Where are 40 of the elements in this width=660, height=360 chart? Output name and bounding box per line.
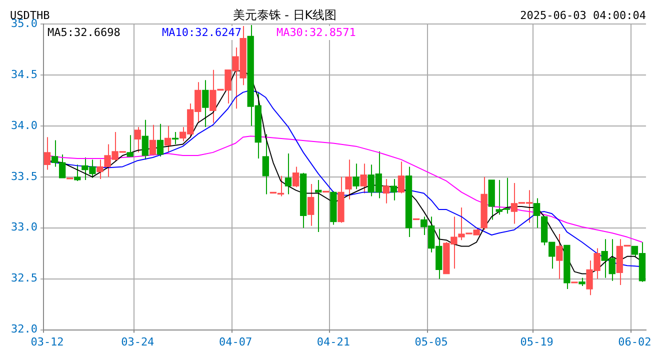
candlestick	[390, 178, 398, 201]
candlestick	[44, 136, 51, 170]
y-tick-label: 32.5	[10, 272, 38, 285]
candlestick	[315, 179, 322, 232]
candlestick	[308, 184, 314, 226]
candlestick	[126, 134, 134, 158]
candlestick	[292, 166, 300, 188]
text: MA30:32.8571	[276, 26, 356, 39]
x-tick-label: 06-02	[618, 335, 652, 348]
y-tick-label: 32.0	[10, 322, 38, 336]
candlestick	[345, 159, 352, 200]
candlestick	[533, 198, 540, 228]
candlestick	[149, 124, 156, 156]
candlestick	[164, 125, 172, 153]
x-tick-label: 04-21	[316, 335, 350, 348]
text: 2025-06-03 04:00:04	[520, 8, 646, 22]
candlestick	[142, 119, 148, 160]
x-tick-label: 03-24	[121, 335, 155, 348]
x-tick-label: 03-12	[30, 335, 64, 348]
chart-title: 美元泰铢 - 日K线图	[232, 8, 337, 22]
y-tick-label: 34.0	[10, 118, 38, 132]
candlestick	[360, 163, 367, 194]
candlestick	[202, 80, 209, 128]
candlestick	[398, 161, 405, 194]
y-tick-label: 33.5	[10, 170, 38, 183]
candlestick	[74, 164, 81, 182]
candlestick	[556, 233, 563, 280]
candlestick	[284, 152, 292, 195]
text: MA10:32.6247	[162, 26, 242, 39]
x-tick-label: 04-07	[218, 335, 252, 348]
text: MA5:32.6698	[47, 26, 120, 39]
candlestick	[352, 163, 360, 190]
candlestick	[262, 134, 269, 195]
x-tick-label: 05-05	[414, 335, 448, 348]
y-tick-label: 34.5	[10, 68, 38, 81]
candlestick	[134, 126, 141, 153]
candlestick	[156, 123, 164, 158]
x-tick-label: 05-19	[520, 335, 554, 348]
candlestick	[382, 178, 390, 204]
y-tick-label: 33.0	[10, 220, 38, 234]
